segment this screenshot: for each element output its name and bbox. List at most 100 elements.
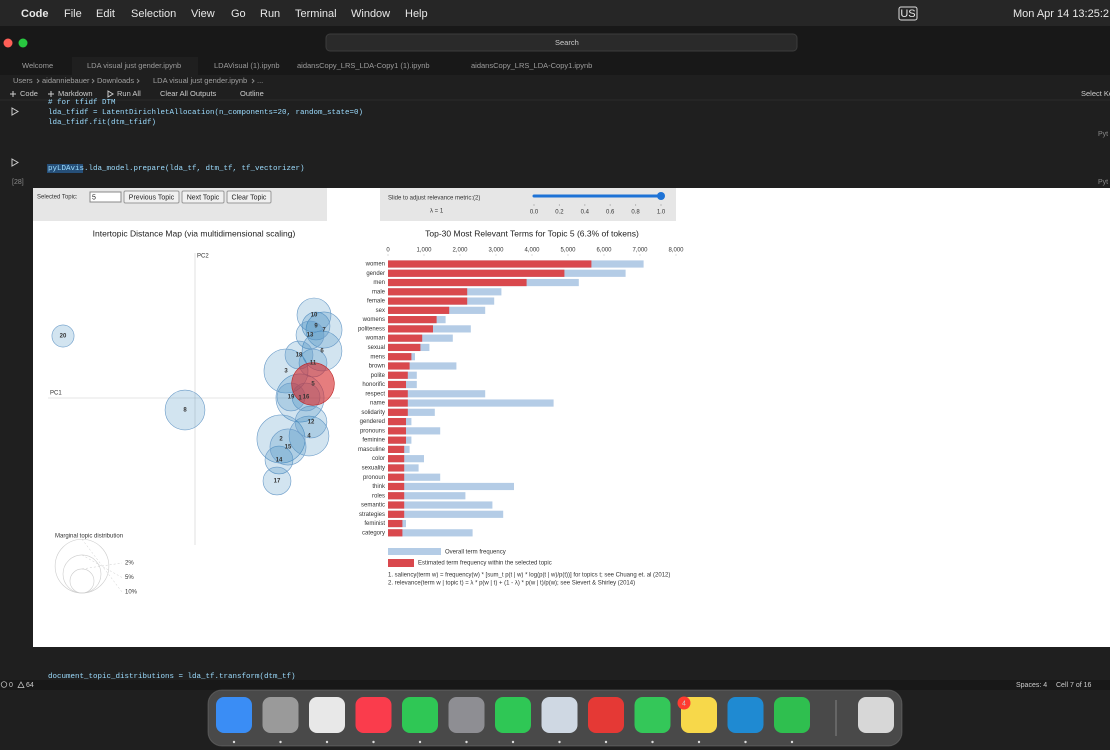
term-label[interactable]: gendered <box>360 419 385 425</box>
menu-item[interactable]: File <box>64 8 82 20</box>
search-box[interactable] <box>325 33 798 52</box>
slider-knob[interactable] <box>657 192 665 200</box>
term-label[interactable]: honorific <box>362 382 385 388</box>
menu-item[interactable]: Selection <box>131 8 176 20</box>
run-cell-icon[interactable] <box>11 107 19 116</box>
button[interactable] <box>226 190 272 204</box>
topic-bubble[interactable] <box>296 297 332 333</box>
search-label[interactable]: Search <box>555 38 579 47</box>
dock-app[interactable] <box>858 697 894 733</box>
dock-app[interactable] <box>588 697 624 733</box>
toolbar-item[interactable]: Run All <box>117 89 141 98</box>
dock-app[interactable] <box>448 697 485 733</box>
breadcrumb-item[interactable]: aidanniebauer <box>42 76 90 85</box>
menu-item[interactable]: Run <box>260 8 280 20</box>
tab[interactable]: aidansCopy_LRS_LDA-Copy1.ipynb <box>471 61 592 70</box>
term-label[interactable]: sexuality <box>362 466 385 472</box>
breadcrumb-item[interactable]: Downloads <box>97 76 134 85</box>
topic-bubble[interactable] <box>51 324 75 348</box>
tab[interactable]: LDA visual just gender.ipynb <box>87 61 181 70</box>
term-label[interactable]: women <box>365 262 385 268</box>
cell-position[interactable]: Cell 7 of 16 <box>1056 682 1092 689</box>
topic-bubble[interactable] <box>294 405 328 439</box>
tab[interactable]: Welcome <box>22 61 53 70</box>
error-count[interactable]: 0 <box>9 682 13 689</box>
button-label[interactable]: Next Topic <box>187 194 220 201</box>
term-label[interactable]: female <box>367 299 386 305</box>
term-label[interactable]: semantic <box>361 503 385 509</box>
topic-bubble[interactable] <box>164 389 206 431</box>
term-label[interactable]: polite <box>371 373 386 379</box>
topic-input-value[interactable]: 5 <box>92 194 96 201</box>
topic-bubble[interactable] <box>291 362 335 406</box>
topic-bubble[interactable] <box>262 466 292 496</box>
zoom-button[interactable] <box>18 38 28 48</box>
term-label[interactable]: category <box>362 530 385 536</box>
menu-item[interactable]: Window <box>351 8 390 20</box>
clock[interactable]: Mon Apr 14 13:25:2 <box>1013 8 1109 20</box>
dock-app[interactable] <box>681 697 717 733</box>
term-label[interactable]: brown <box>369 364 385 370</box>
term-label[interactable]: pronouns <box>360 428 385 434</box>
menu-item[interactable]: Help <box>405 8 428 20</box>
term-label[interactable]: gender <box>366 271 385 277</box>
button-label[interactable]: Previous Topic <box>129 194 175 201</box>
term-label[interactable]: pronoun <box>363 475 385 481</box>
button[interactable] <box>181 190 225 204</box>
dock-app[interactable] <box>774 697 810 733</box>
topic-input[interactable] <box>89 191 122 203</box>
breadcrumb-item[interactable]: LDA visual just gender.ipynb <box>153 76 247 85</box>
term-label[interactable]: feminine <box>362 438 385 444</box>
dock-app[interactable] <box>727 697 764 733</box>
term-label[interactable]: think <box>372 484 386 490</box>
term-label[interactable]: roles <box>372 493 385 499</box>
term-label[interactable]: men <box>373 280 385 286</box>
dock-app[interactable] <box>634 697 671 733</box>
topic-bubble[interactable] <box>288 415 330 457</box>
term-label[interactable]: respect <box>365 391 385 397</box>
app-name[interactable]: Code <box>21 8 49 20</box>
button-label[interactable]: Clear Topic <box>232 194 267 201</box>
menu-item[interactable]: View <box>191 8 215 20</box>
dock-app[interactable] <box>216 697 252 733</box>
menu-item[interactable]: Go <box>231 8 246 20</box>
menu-item[interactable]: Terminal <box>295 8 337 20</box>
term-label[interactable]: sexual <box>368 345 385 351</box>
term-label[interactable]: sex <box>376 308 385 314</box>
run-cell-icon[interactable] <box>11 158 19 167</box>
term-label[interactable]: mens <box>370 354 385 360</box>
topic-bubble[interactable] <box>264 445 294 475</box>
tab[interactable]: aidansCopy_LRS_LDA-Copy1 (1).ipynb <box>297 61 430 70</box>
indentation[interactable]: Spaces: 4 <box>1016 682 1047 689</box>
term-label[interactable]: strategies <box>359 512 385 518</box>
topic-bubble[interactable] <box>295 320 325 350</box>
toolbar-item[interactable]: Outline <box>240 89 264 98</box>
term-label[interactable]: name <box>370 401 386 407</box>
breadcrumb-item[interactable]: Users <box>13 76 33 85</box>
button[interactable] <box>123 190 180 204</box>
topic-bubble[interactable] <box>301 311 331 341</box>
dock-app[interactable] <box>355 697 392 733</box>
dock-app[interactable] <box>262 697 299 733</box>
dock-app[interactable] <box>402 697 438 733</box>
close-button[interactable] <box>3 38 13 48</box>
term-label[interactable]: politeness <box>358 326 385 332</box>
term-label[interactable]: color <box>372 456 385 462</box>
dock-app[interactable] <box>495 697 531 733</box>
warning-count[interactable]: 64 <box>26 682 34 689</box>
toolbar-item[interactable]: Select Ke <box>1081 89 1110 98</box>
input-source[interactable]: US <box>900 8 915 20</box>
dock-app[interactable] <box>309 697 345 733</box>
term-label[interactable]: woman <box>365 336 385 342</box>
toolbar-item[interactable]: Clear All Outputs <box>160 89 217 98</box>
term-label[interactable]: male <box>372 289 386 295</box>
topic-bubble[interactable] <box>256 414 306 464</box>
breadcrumb-item[interactable]: ... <box>257 76 263 85</box>
menu-item[interactable]: Edit <box>96 8 115 20</box>
toolbar-item[interactable]: Markdown <box>58 89 93 98</box>
toolbar-item[interactable]: Code <box>20 89 38 98</box>
term-label[interactable]: masculine <box>358 447 386 453</box>
term-label[interactable]: solidarity <box>361 410 385 416</box>
tab[interactable]: LDAVisual (1).ipynb <box>214 61 280 70</box>
term-label[interactable]: feminist <box>364 521 385 527</box>
